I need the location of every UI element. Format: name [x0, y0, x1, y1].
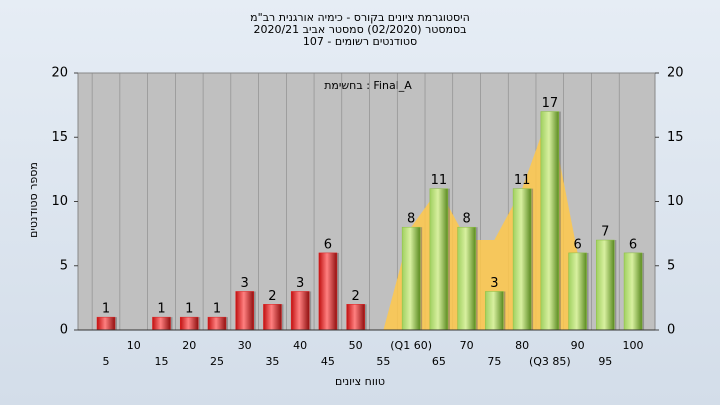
y-tick-label-right: 5 — [667, 258, 675, 273]
x-tick-label: 15 — [154, 355, 168, 368]
x-tick-label: 100 — [623, 339, 644, 352]
subtitle: בסמסטר (02/2020) סמסטר אביב 2020/21 — [253, 23, 466, 36]
x-tick-label: 50 — [349, 339, 363, 352]
subtitle: סטודנטים רשומים - 107 — [303, 35, 417, 48]
bar — [485, 291, 504, 331]
bar — [512, 188, 532, 331]
bar — [540, 111, 560, 331]
data-label: 3 — [241, 276, 249, 291]
bar — [290, 291, 310, 331]
bar — [429, 188, 449, 331]
data-label: 3 — [490, 276, 498, 291]
bar — [596, 239, 615, 331]
y-tick-label-right: 15 — [667, 130, 684, 145]
y-tick-label-right: 10 — [667, 194, 684, 209]
data-label: 17 — [542, 96, 559, 111]
y-tick-label: 0 — [60, 323, 68, 338]
bar — [346, 304, 365, 331]
x-tick-label: 10 — [127, 339, 141, 352]
x-tick-label: 70 — [460, 339, 474, 352]
data-label: 3 — [296, 276, 304, 291]
bar — [568, 252, 587, 331]
bar — [623, 252, 643, 331]
data-label: 2 — [352, 289, 360, 304]
x-tick-label: 35 — [265, 355, 279, 368]
x-tick-label: 40 — [293, 339, 307, 352]
bar — [96, 316, 116, 331]
x-tick-label: 95 — [598, 355, 612, 368]
bar — [318, 252, 338, 331]
data-label: 11 — [431, 173, 448, 188]
data-label: 8 — [462, 212, 470, 227]
data-label: 6 — [573, 237, 581, 252]
data-label: 1 — [185, 302, 193, 317]
data-label: 1 — [157, 302, 165, 317]
x-tick-label: 25 — [210, 355, 224, 368]
data-label: 11 — [514, 173, 531, 188]
title: היסטוגרמת ציונים בקורס - כימיה אורגנית ר… — [250, 11, 470, 24]
x-tick-label: 80 — [515, 339, 529, 352]
y-tick-label-right: 0 — [667, 323, 675, 338]
data-label: 6 — [324, 237, 332, 252]
x-tick-label: 75 — [487, 355, 501, 368]
data-label: 6 — [629, 237, 637, 252]
bar — [263, 304, 282, 331]
data-label: 7 — [601, 225, 609, 240]
y-tick-label-right: 20 — [667, 66, 684, 81]
bar — [207, 316, 227, 331]
data-label: 8 — [407, 212, 415, 227]
bar — [152, 316, 171, 331]
x-tick-label: 55 — [376, 355, 390, 368]
x-tick-label: 20 — [182, 339, 196, 352]
x-tick-label: (Q1 60) — [390, 339, 432, 352]
y-tick-label: 10 — [51, 194, 68, 209]
bar — [179, 316, 199, 331]
x-tick-label: 65 — [432, 355, 446, 368]
data-label: 1 — [213, 302, 221, 317]
y-tick-label: 5 — [60, 258, 68, 273]
y-tick-label: 20 — [51, 66, 68, 81]
x-tick-label: 90 — [571, 339, 585, 352]
y-axis-label: מספר סטודנטים — [27, 162, 40, 238]
x-tick-label: 30 — [238, 339, 252, 352]
bar — [401, 226, 421, 331]
annotation: בחשימת : Final_A — [324, 79, 412, 92]
x-axis-label: טווח ציונים — [335, 375, 385, 388]
y-tick-label: 15 — [51, 130, 68, 145]
x-tick-label: 5 — [103, 355, 110, 368]
bar — [235, 291, 254, 331]
data-label: 2 — [268, 289, 276, 304]
x-tick-label: (Q3 85) — [529, 355, 571, 368]
bar — [457, 226, 476, 331]
data-label: 1 — [102, 302, 110, 317]
x-tick-label: 45 — [321, 355, 335, 368]
